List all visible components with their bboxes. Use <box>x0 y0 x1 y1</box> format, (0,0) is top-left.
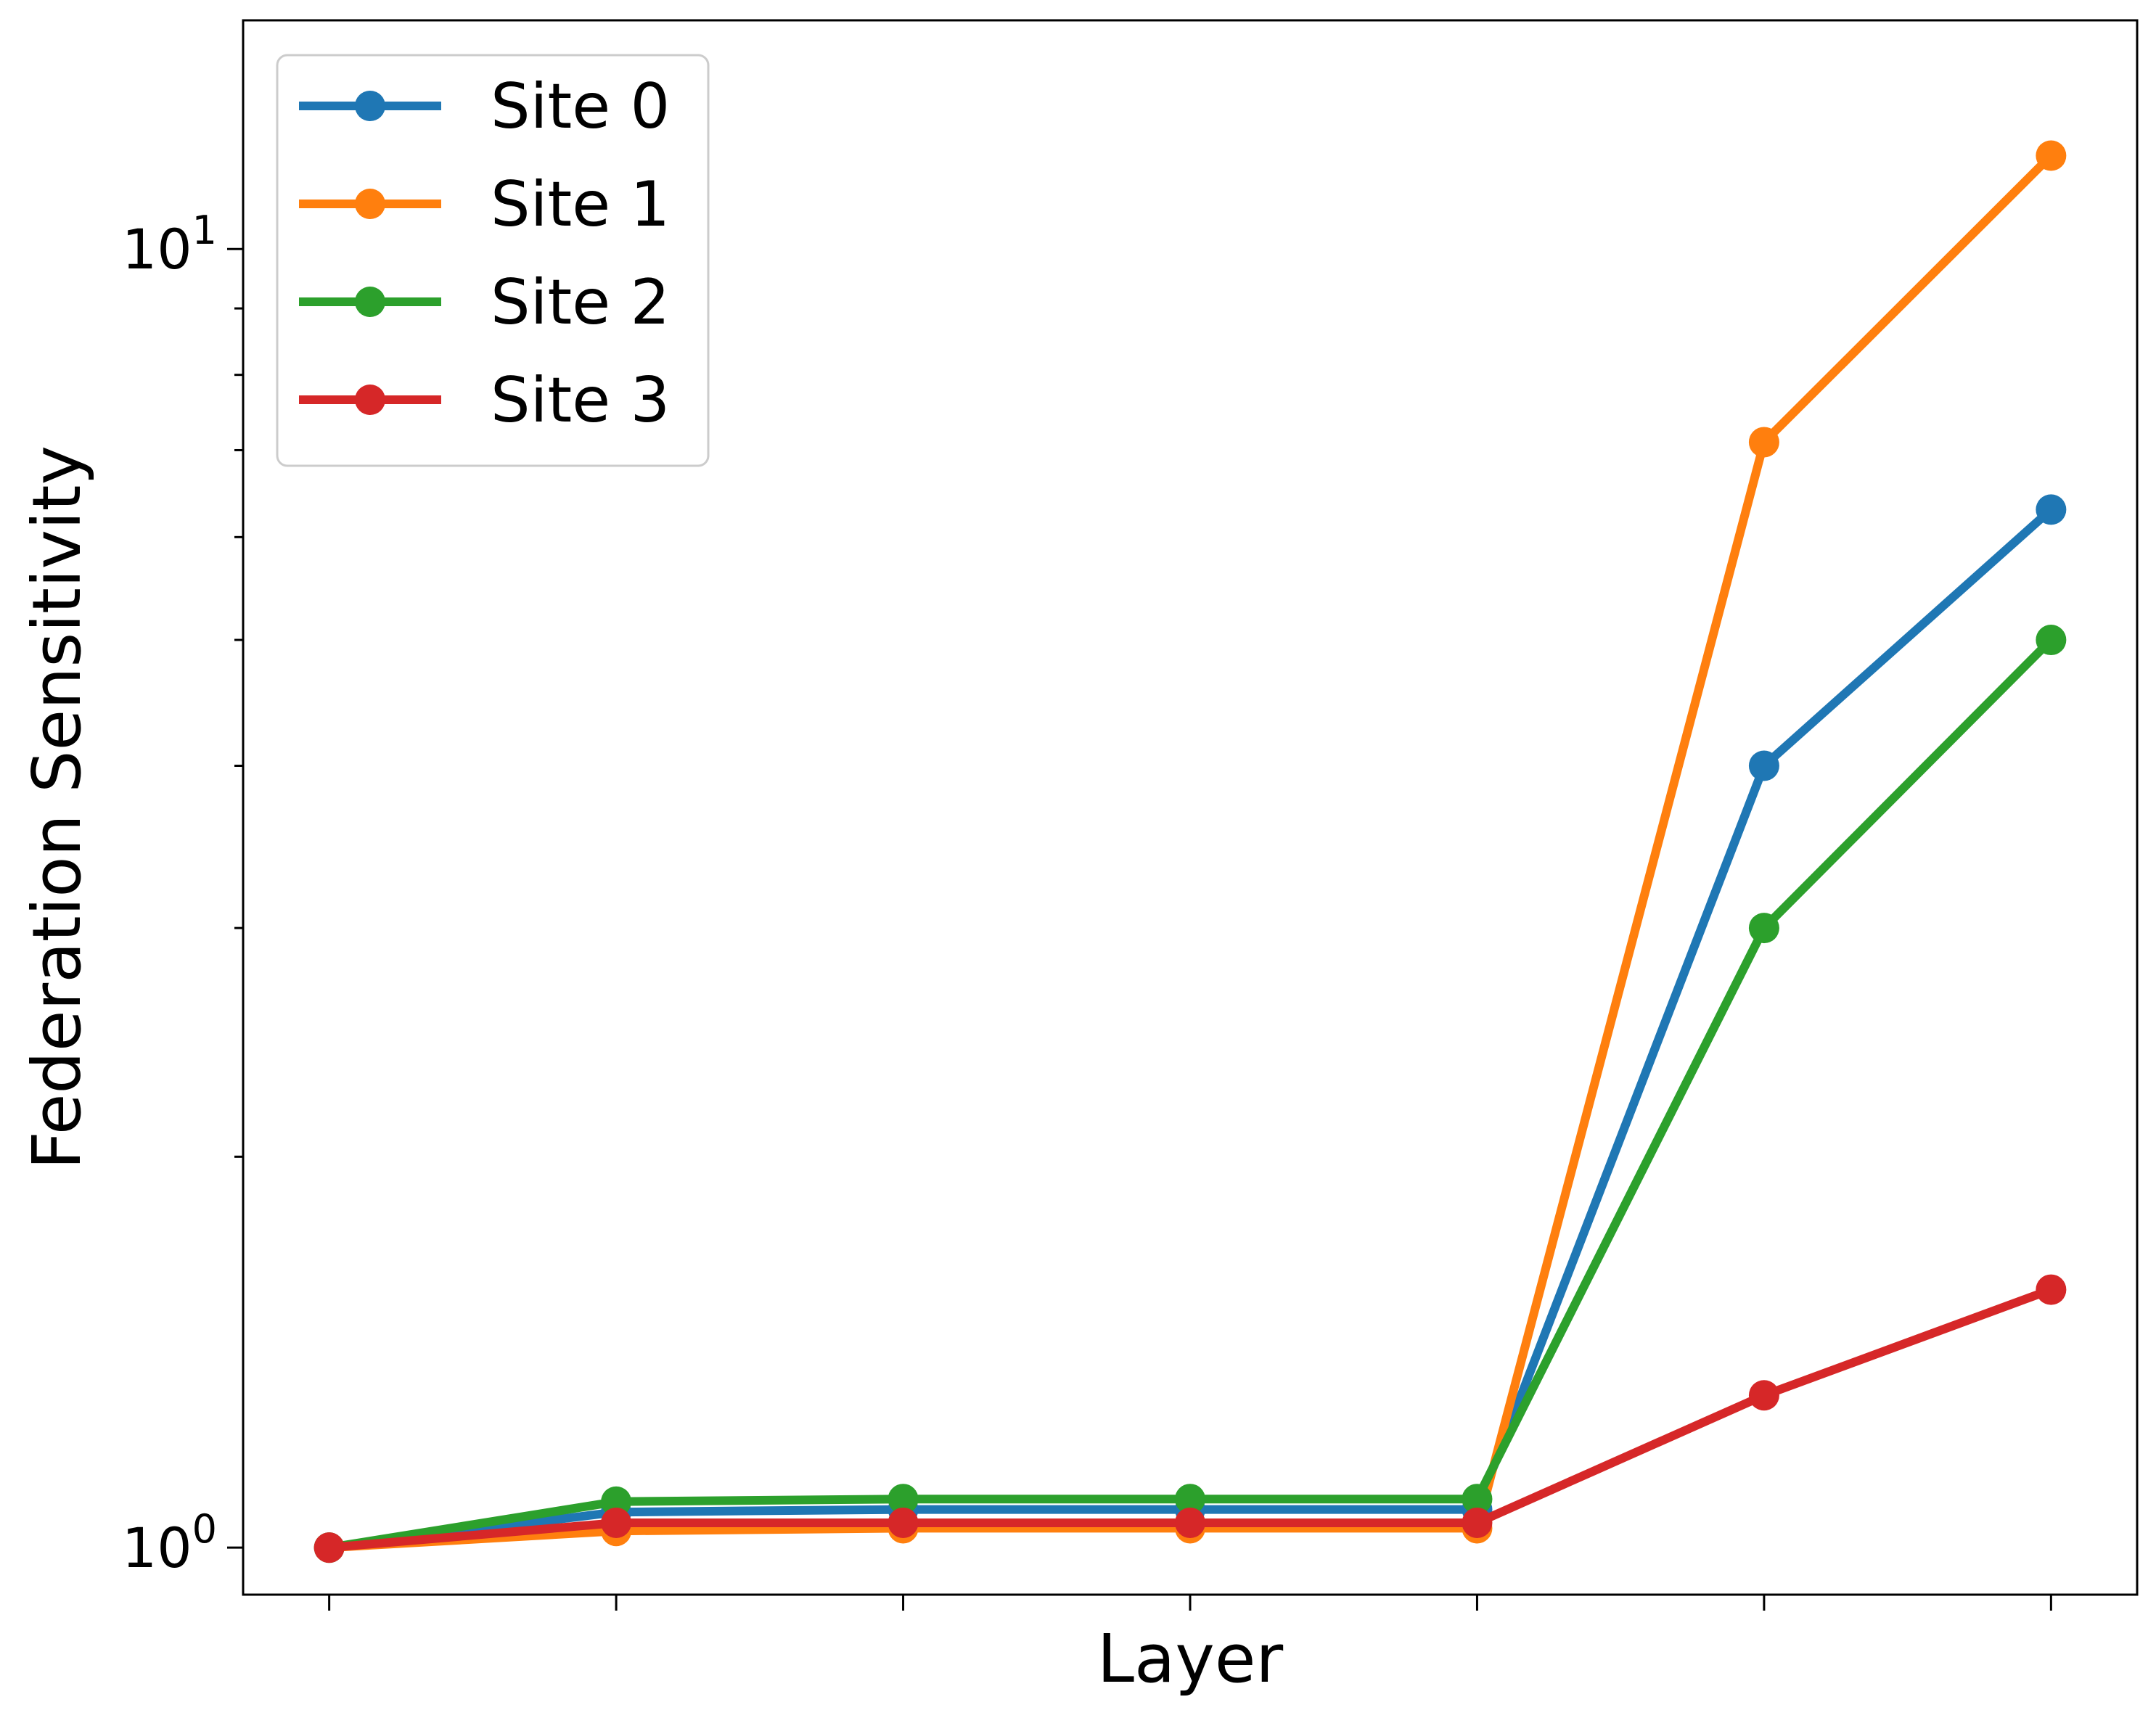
x-axis-label: Layer <box>1097 1620 1284 1698</box>
legend-label: Site 2 <box>491 266 670 339</box>
legend-label: Site 1 <box>491 168 670 241</box>
legend: Site 0 Site 1 Site 2 Site 3 <box>277 55 708 466</box>
data-point <box>2036 141 2066 171</box>
data-point <box>1175 1508 1205 1538</box>
legend-label: Site 3 <box>491 364 670 437</box>
legend-label: Site 0 <box>491 70 670 143</box>
y-axis-label: Federation Sensitivity <box>18 445 96 1170</box>
data-point <box>1749 751 1779 781</box>
legend-marker <box>355 91 385 121</box>
legend-marker <box>355 287 385 317</box>
data-point <box>2036 625 2066 655</box>
legend-marker <box>355 189 385 219</box>
data-point <box>1749 913 1779 943</box>
y-tick-label-base: 10 <box>122 1516 192 1580</box>
data-point <box>601 1508 631 1538</box>
data-point <box>888 1508 919 1538</box>
y-tick-label-base: 10 <box>122 217 192 281</box>
data-point <box>1462 1508 1492 1538</box>
legend-marker <box>355 385 385 415</box>
data-point <box>314 1532 345 1563</box>
data-point <box>1749 1380 1779 1410</box>
y-tick-label-exponent: 1 <box>192 207 217 253</box>
data-point <box>1749 427 1779 457</box>
data-point <box>2036 494 2066 525</box>
y-tick-label-exponent: 0 <box>192 1506 217 1552</box>
data-point <box>2036 1275 2066 1305</box>
